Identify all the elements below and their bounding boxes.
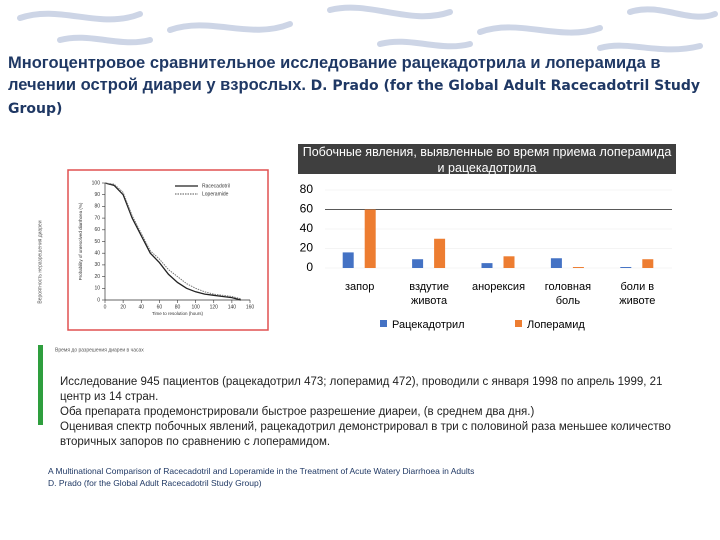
decoration (17, 4, 718, 53)
y-tick-label: 100 (92, 180, 101, 186)
bar (503, 256, 515, 268)
bar (572, 267, 584, 268)
bar (342, 252, 354, 268)
x-tick-label: боли в животе (619, 281, 656, 307)
y-tick-label: 90 (94, 192, 100, 198)
citation: A Multinational Comparison of Racecadotr… (48, 466, 475, 476)
bar (550, 258, 562, 268)
bar (434, 238, 446, 268)
y-tick-label: 30 (94, 262, 100, 268)
bar (642, 259, 654, 268)
legend-label: Racecadotril (202, 183, 230, 189)
y-tick-label: 60 (300, 202, 314, 216)
y-tick-label: 80 (94, 204, 100, 210)
y-tick-label: 70 (94, 215, 100, 221)
x-tick-label: вздутие живота (409, 281, 449, 307)
y-tick-label: 50 (94, 239, 100, 245)
paragraph: Исследование 945 пациентов (рацекадотрил… (60, 376, 663, 403)
outer-x-label: Время до разрешения диареи в часах (55, 347, 144, 353)
bar (620, 267, 632, 268)
x-tick-label: 140 (228, 304, 237, 310)
figure-frame (67, 169, 269, 331)
x-tick-label: 40 (138, 304, 144, 310)
y-tick-label: 0 (306, 260, 313, 274)
y-axis-label: Probability of unresolved diarrhoea (%) (78, 202, 83, 280)
x-tick-label: 20 (120, 304, 126, 310)
x-tick-label: запор (345, 281, 375, 293)
bar (412, 259, 424, 268)
x-tick-label: анорексия (471, 281, 526, 293)
slide-title: Многоцентровое сравнительное исследовани… (8, 52, 708, 120)
y-tick-label: 20 (94, 274, 100, 280)
legend-swatch (515, 320, 522, 327)
y-tick-label: 60 (94, 227, 100, 233)
legend-label: Loperamide (202, 191, 229, 197)
x-tick-label: 100 (191, 304, 200, 310)
title-text: Многоцентровое сравнительное исследовани… (8, 54, 661, 94)
x-tick-label: головная боль (544, 281, 592, 307)
x-tick-label: 0 (104, 304, 107, 310)
line-series (104, 182, 242, 301)
paragraph: Оба препарата продемонстрировали быстрое… (60, 406, 535, 418)
author: D. Prado (for the Global Adult Racecadot… (8, 78, 701, 117)
bar (481, 263, 493, 268)
bar-chart-title: Побочные явления, выявленные во время пр… (298, 144, 676, 174)
outer-y-label: Вероятность неразрешения диареи (37, 220, 43, 303)
x-tick-label: 80 (175, 304, 181, 310)
citation: D. Prado (for the Global Adult Racecadot… (48, 478, 262, 488)
legend-label: Рацекадотрил (392, 319, 465, 331)
y-tick-label: 20 (300, 241, 314, 255)
paragraph: Оценивая спектр побочных явлений, рацека… (60, 421, 671, 448)
y-tick-label: 40 (94, 251, 100, 257)
legend-swatch (380, 320, 387, 327)
bar (364, 209, 376, 268)
legend-label: Лоперамид (527, 319, 585, 331)
y-tick-label: 0 (97, 297, 100, 303)
y-tick-label: 40 (300, 221, 314, 235)
y-tick-label: 80 (300, 182, 314, 196)
y-tick-label: 10 (94, 286, 100, 292)
x-tick-label: 60 (157, 304, 163, 310)
x-tick-label: 120 (210, 304, 219, 310)
x-tick-label: 160 (246, 304, 255, 310)
x-axis-label: Time to resolution (hours) (152, 311, 204, 316)
accent-bar (38, 345, 43, 425)
